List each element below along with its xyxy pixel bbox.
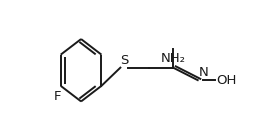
Text: OH: OH — [216, 74, 237, 87]
Text: NH₂: NH₂ — [161, 52, 186, 65]
Text: S: S — [120, 54, 128, 67]
Text: N: N — [199, 66, 209, 79]
Text: F: F — [53, 90, 61, 103]
